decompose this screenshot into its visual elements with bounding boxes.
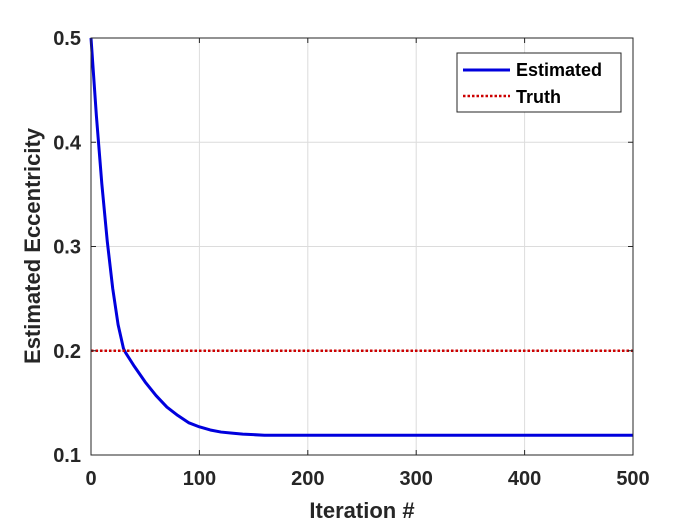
- x-tick-label: 0: [85, 468, 96, 490]
- legend-label-estimated: Estimated: [516, 60, 602, 80]
- series-layer: [89, 37, 633, 437]
- x-tick-label: 400: [508, 468, 541, 490]
- y-axis-label: Estimated Eccentricity: [20, 127, 45, 364]
- series-line-estimated: [89, 37, 633, 437]
- x-tick-label: 300: [400, 468, 433, 490]
- y-tick-label: 0.3: [53, 237, 81, 259]
- legend-label-truth: Truth: [516, 87, 561, 107]
- legend-box: [456, 52, 622, 113]
- x-tick-label: 200: [291, 468, 324, 490]
- x-tick-label: 100: [183, 468, 216, 490]
- x-tick-label: 500: [616, 468, 649, 490]
- y-tick-label: 0.4: [53, 132, 82, 154]
- y-tick-label: 0.1: [53, 445, 81, 467]
- ticks: 0 100 200 300 400 500 0.1 0.2 0.3 0.4 0.5: [53, 28, 650, 490]
- y-tick-label: 0.5: [53, 28, 81, 50]
- legend: Estimated Truth: [456, 52, 622, 113]
- y-tick-label: 0.2: [53, 341, 81, 363]
- x-axis-label: Iteration #: [309, 498, 414, 523]
